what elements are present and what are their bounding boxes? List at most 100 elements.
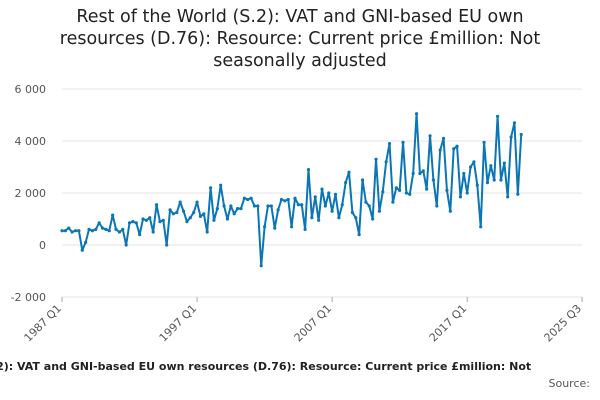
data-point[interactable] <box>249 196 253 200</box>
data-point[interactable] <box>367 204 371 208</box>
data-point[interactable] <box>104 227 108 231</box>
data-point[interactable] <box>408 192 412 196</box>
data-point[interactable] <box>357 233 361 237</box>
data-point[interactable] <box>482 140 486 144</box>
data-point[interactable] <box>492 178 496 182</box>
data-point[interactable] <box>269 204 273 208</box>
data-point[interactable] <box>381 190 385 194</box>
data-point[interactable] <box>239 207 243 211</box>
data-point[interactable] <box>144 218 149 222</box>
data-point[interactable] <box>458 195 463 199</box>
data-point[interactable] <box>100 226 105 230</box>
data-point[interactable] <box>472 160 476 164</box>
data-point[interactable] <box>401 140 405 144</box>
data-point[interactable] <box>333 192 338 196</box>
data-point[interactable] <box>384 160 388 164</box>
data-point[interactable] <box>131 220 135 224</box>
data-point[interactable] <box>320 187 324 191</box>
data-point[interactable] <box>350 210 354 215</box>
data-point[interactable] <box>168 208 172 212</box>
data-point[interactable] <box>391 200 395 204</box>
data-point[interactable] <box>330 209 334 213</box>
data-point[interactable] <box>154 203 159 207</box>
data-point[interactable] <box>414 112 419 116</box>
data-point[interactable] <box>462 171 466 176</box>
data-point[interactable] <box>90 229 94 233</box>
data-point[interactable] <box>394 186 398 190</box>
data-point[interactable] <box>300 203 304 207</box>
data-point[interactable] <box>283 199 287 203</box>
data-point[interactable] <box>188 216 192 220</box>
data-point[interactable] <box>263 225 267 229</box>
data-point[interactable] <box>455 144 459 148</box>
data-point[interactable] <box>87 227 91 231</box>
data-point[interactable] <box>290 225 294 229</box>
data-point[interactable] <box>222 204 226 208</box>
data-point[interactable] <box>296 203 300 207</box>
data-point[interactable] <box>151 230 155 234</box>
data-point[interactable] <box>428 134 432 138</box>
data-point[interactable] <box>202 212 206 216</box>
data-point[interactable] <box>158 220 162 224</box>
data-point[interactable] <box>445 188 449 192</box>
data-point[interactable] <box>387 142 392 146</box>
data-point[interactable] <box>421 169 425 173</box>
data-point[interactable] <box>340 203 344 207</box>
data-point[interactable] <box>495 114 500 118</box>
data-point[interactable] <box>185 220 189 224</box>
data-point[interactable] <box>435 204 439 208</box>
data-point[interactable] <box>171 212 176 216</box>
data-point[interactable] <box>306 168 311 172</box>
data-point[interactable] <box>161 218 165 222</box>
data-point[interactable] <box>310 216 314 220</box>
data-point[interactable] <box>377 209 381 213</box>
data-point[interactable] <box>347 170 351 174</box>
data-point[interactable] <box>313 195 317 199</box>
data-point[interactable] <box>165 243 169 247</box>
data-point[interactable] <box>327 191 331 195</box>
data-point[interactable] <box>232 212 236 216</box>
data-point[interactable] <box>63 229 67 233</box>
data-point[interactable] <box>219 183 223 187</box>
data-point[interactable] <box>273 226 277 230</box>
data-point[interactable] <box>276 208 280 212</box>
data-point[interactable] <box>516 192 520 196</box>
data-point[interactable] <box>489 164 493 168</box>
data-point[interactable] <box>354 216 358 220</box>
data-point[interactable] <box>121 227 125 231</box>
data-point[interactable] <box>107 229 111 233</box>
data-point[interactable] <box>97 221 101 225</box>
data-point[interactable] <box>485 181 490 185</box>
data-point[interactable] <box>127 221 132 225</box>
data-point[interactable] <box>198 214 203 218</box>
data-point[interactable] <box>138 233 142 237</box>
data-point[interactable] <box>259 264 263 268</box>
data-point[interactable] <box>141 217 145 221</box>
data-point[interactable] <box>499 178 503 182</box>
data-point[interactable] <box>418 171 422 176</box>
data-point[interactable] <box>279 197 284 202</box>
data-point[interactable] <box>111 213 115 217</box>
data-point[interactable] <box>252 204 257 208</box>
data-point[interactable] <box>178 200 182 204</box>
data-point[interactable] <box>181 209 186 213</box>
data-point[interactable] <box>371 217 375 221</box>
data-point[interactable] <box>317 218 321 222</box>
data-point[interactable] <box>70 230 74 234</box>
data-point[interactable] <box>364 200 368 204</box>
data-point[interactable] <box>80 248 84 252</box>
data-point[interactable] <box>242 196 246 200</box>
data-point[interactable] <box>134 221 138 225</box>
data-point[interactable] <box>479 225 483 229</box>
data-point[interactable] <box>438 148 442 152</box>
data-point[interactable] <box>148 216 152 220</box>
data-point[interactable] <box>117 230 121 234</box>
data-point[interactable] <box>441 136 446 140</box>
data-point[interactable] <box>286 197 290 202</box>
data-point[interactable] <box>502 161 506 165</box>
data-point[interactable] <box>175 210 179 215</box>
data-point[interactable] <box>468 165 473 169</box>
data-point[interactable] <box>192 210 196 215</box>
data-point[interactable] <box>215 207 219 211</box>
data-point[interactable] <box>431 178 436 182</box>
